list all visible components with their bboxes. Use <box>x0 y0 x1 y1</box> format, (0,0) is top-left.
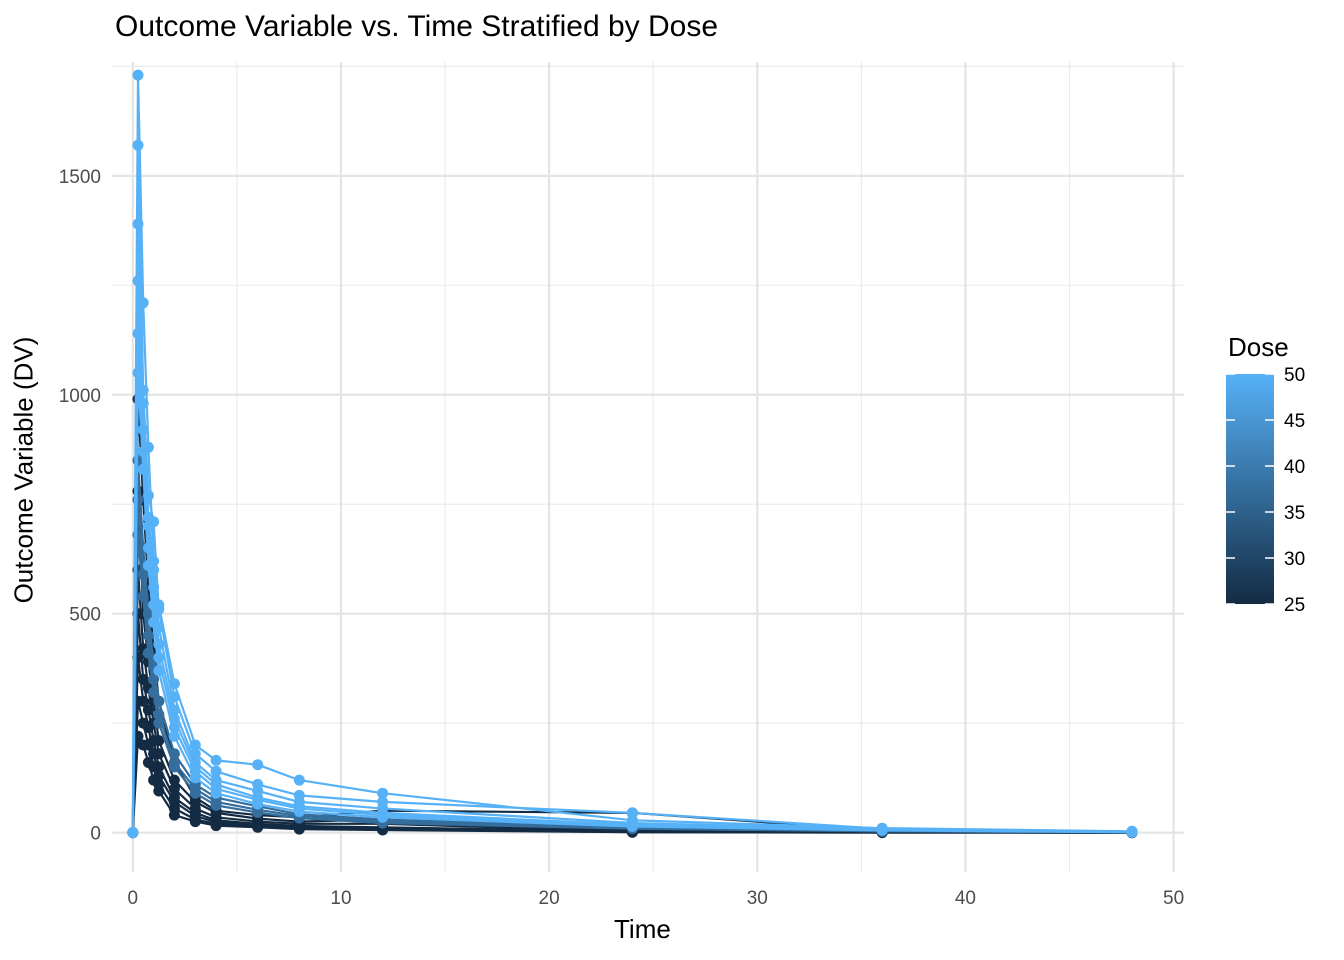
series-line <box>131 74 1133 833</box>
data-point <box>377 787 389 799</box>
data-point <box>168 730 180 742</box>
y-axis-ticks: 0 500 1000 1500 <box>59 167 101 845</box>
data-point <box>142 560 154 571</box>
x-axis-ticks: 0 10 20 30 40 50 <box>128 888 1185 909</box>
data-point <box>377 811 389 823</box>
series-line <box>131 498 1133 834</box>
colorbar-tick-label: 25 <box>1284 595 1305 616</box>
data-point <box>210 820 222 832</box>
data-point <box>132 367 144 379</box>
data-point <box>210 799 222 811</box>
data-point <box>293 823 305 835</box>
y-tick-label: 1000 <box>59 386 101 407</box>
series-line <box>131 568 1133 834</box>
series-dose-37.5-subject-10 <box>127 529 1138 839</box>
x-tick-label: 0 <box>128 888 139 909</box>
colorbar <box>1226 374 1274 604</box>
x-tick-label: 40 <box>955 888 976 909</box>
series-line <box>131 656 1133 834</box>
series-dose-37.5-subject-9 <box>127 494 1138 839</box>
chart-title: Outcome Variable vs. Time Stratified by … <box>115 10 719 43</box>
data-point <box>148 616 160 628</box>
data-point <box>132 275 144 287</box>
data-point <box>626 821 638 832</box>
data-point <box>137 590 149 602</box>
x-tick-label: 10 <box>330 888 351 909</box>
grid <box>112 62 1184 872</box>
data-point <box>153 785 165 797</box>
data-point <box>142 647 154 659</box>
series-line <box>131 144 1133 833</box>
series-dose-50-subject-12 <box>127 139 1138 839</box>
data-point <box>189 816 201 828</box>
series-dose-37.5-subject-8 <box>127 454 1138 839</box>
colorbar-tick-label: 45 <box>1284 411 1305 432</box>
data-point <box>252 821 264 833</box>
series-line <box>131 332 1133 834</box>
data-point <box>137 739 149 751</box>
data-point <box>137 463 149 475</box>
y-tick-label: 0 <box>90 824 101 845</box>
data-point <box>189 772 201 784</box>
legend: 25 30 35 40 45 50 <box>1226 365 1305 616</box>
series-dose-50-subject-16 <box>127 367 1138 839</box>
x-tick-label: 50 <box>1163 888 1184 909</box>
data-point <box>626 807 638 819</box>
series-line <box>131 222 1133 833</box>
data-point <box>148 774 160 786</box>
data-point <box>1126 826 1138 838</box>
data-point <box>153 665 165 677</box>
data-point <box>127 827 139 839</box>
y-axis-label: Outcome Variable (DV) <box>8 336 39 604</box>
colorbar-tick-label: 35 <box>1284 503 1305 524</box>
series-line <box>131 279 1133 834</box>
series-dose-50-subject-15 <box>127 328 1138 839</box>
x-tick-label: 30 <box>747 888 768 909</box>
series-line <box>131 371 1133 834</box>
y-tick-label: 500 <box>69 605 101 626</box>
series-line <box>131 533 1133 834</box>
data-point <box>148 599 160 611</box>
x-axis-label: Time <box>614 914 671 944</box>
colorbar-tick-label: 50 <box>1284 365 1305 386</box>
data-point <box>153 717 165 729</box>
series-dose-25-subject-2 <box>127 485 1138 839</box>
series-line <box>131 490 1133 834</box>
legend-title: Dose <box>1228 332 1289 362</box>
data-point <box>210 787 222 799</box>
data-point <box>137 717 149 729</box>
colorbar-tick-label: 30 <box>1284 549 1305 570</box>
colorbar-tick-label: 40 <box>1284 457 1305 478</box>
data-point <box>148 687 160 698</box>
series-line <box>131 459 1133 834</box>
series-dose-50-subject-13 <box>127 218 1138 839</box>
series-layer <box>127 69 1138 839</box>
data-point <box>142 757 154 768</box>
data-point <box>132 69 144 81</box>
data-point <box>293 774 305 786</box>
data-point <box>210 765 222 777</box>
data-point <box>168 809 180 821</box>
data-point <box>252 759 264 771</box>
data-point <box>252 798 264 810</box>
data-point <box>876 824 888 836</box>
data-point <box>132 139 144 151</box>
series-dose-50-subject-14 <box>127 275 1138 839</box>
data-point <box>210 754 222 766</box>
data-point <box>293 806 305 818</box>
data-point <box>132 328 144 339</box>
data-point <box>132 218 144 230</box>
series-line <box>131 398 1133 834</box>
x-tick-label: 20 <box>539 888 560 909</box>
y-tick-label: 1500 <box>59 167 101 188</box>
data-point <box>142 630 154 642</box>
data-point <box>252 807 264 818</box>
data-point <box>168 761 180 773</box>
data-point <box>189 787 201 799</box>
